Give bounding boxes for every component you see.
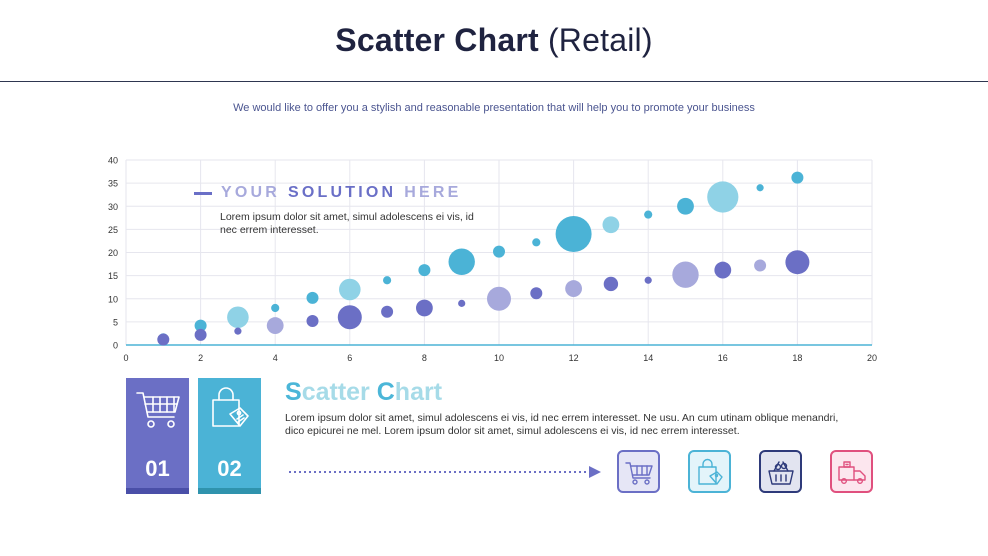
x-tick-label: 6 — [347, 353, 352, 363]
y-tick-label: 40 — [108, 156, 118, 166]
x-tick-label: 4 — [273, 353, 278, 363]
scatter-point — [791, 171, 804, 184]
x-tick-label: 20 — [867, 353, 877, 363]
y-tick-label: 15 — [108, 271, 118, 281]
shopping-basket-icon — [768, 461, 794, 485]
scatter-point — [555, 216, 592, 252]
scatter-point — [418, 264, 431, 277]
scatter-point — [458, 299, 466, 307]
title-divider — [0, 81, 988, 82]
card-footer — [126, 488, 189, 494]
shopping-bag-icon — [698, 458, 723, 485]
heading-dash — [194, 191, 212, 195]
card-01: 01 — [126, 378, 189, 494]
icon-box-bag — [688, 450, 731, 493]
scatter-point — [756, 184, 764, 192]
title-rest-2: hart — [394, 378, 443, 406]
title-initial-c: C — [376, 378, 395, 406]
scatter-point — [487, 286, 511, 311]
scatter-point — [530, 287, 543, 300]
scatter-point — [339, 278, 361, 301]
scatter-point — [672, 261, 699, 288]
x-tick-label: 18 — [792, 353, 802, 363]
x-tick-label: 10 — [494, 353, 504, 363]
x-tick-label: 0 — [123, 353, 128, 363]
scatter-point — [644, 276, 652, 284]
solution-body: Lorem ipsum dolor sit amet, simul adoles… — [220, 211, 474, 236]
scatter-point — [306, 291, 319, 304]
dotted-arrow — [289, 466, 601, 478]
scatter-point — [271, 303, 280, 313]
scatter-point — [493, 245, 505, 258]
scatter-point — [603, 276, 619, 292]
solution-word-3: HERE — [404, 184, 462, 201]
chart-points — [157, 171, 810, 346]
icon-box-basket — [759, 450, 802, 493]
chart-axes: 0 5 10 15 20 25 30 35 40 0 2 4 6 8 10 12 14 16 18 20 — [108, 156, 877, 364]
scatter-point — [266, 317, 284, 334]
x-tick-label: 8 — [422, 353, 427, 363]
card-number: 02 — [217, 456, 242, 481]
scatter-point — [644, 210, 653, 219]
scatter-point — [602, 216, 620, 234]
scatter-point — [234, 327, 242, 335]
title-bold: Scatter Chart — [335, 22, 539, 58]
shopping-cart-icon — [625, 462, 653, 485]
solution-heading: YOUR SOLUTION HERE — [194, 184, 462, 202]
y-tick-label: 10 — [108, 294, 118, 304]
x-tick-label: 14 — [643, 353, 653, 363]
scatter-point — [448, 248, 475, 275]
card-02: 02 — [198, 378, 261, 494]
scatter-point — [306, 314, 319, 327]
delivery-truck-icon — [838, 461, 866, 485]
solution-word-2: SOLUTION — [288, 184, 397, 201]
y-tick-label: 35 — [108, 179, 118, 189]
page-subtitle: We would like to offer you a stylish and… — [233, 102, 755, 114]
scatter-point — [194, 328, 207, 341]
section-title: Scatter Chart — [285, 378, 442, 407]
y-tick-label: 0 — [113, 341, 118, 351]
y-tick-label: 20 — [108, 248, 118, 258]
card-footer — [198, 488, 261, 494]
x-tick-label: 12 — [569, 353, 579, 363]
title-light: (Retail) — [547, 22, 653, 58]
shopping-bag-tag-icon — [212, 387, 249, 427]
scatter-point — [381, 305, 394, 318]
scatter-point — [754, 259, 767, 272]
card-number: 01 — [145, 456, 170, 481]
title-initial-s: S — [285, 378, 302, 406]
y-tick-label: 30 — [108, 202, 118, 212]
title-rest-1: catter — [301, 378, 377, 406]
scatter-point — [677, 197, 694, 215]
scatter-point — [416, 299, 433, 317]
x-tick-label: 2 — [198, 353, 203, 363]
scatter-point — [785, 250, 810, 275]
scatter-point — [383, 276, 392, 285]
scatter-point — [227, 306, 249, 329]
scatter-point — [194, 319, 207, 332]
scatter-point — [565, 280, 582, 297]
scatter-point — [707, 181, 739, 213]
solution-word-1: YOUR — [221, 184, 281, 201]
scatter-point — [714, 261, 732, 279]
y-tick-label: 5 — [113, 317, 118, 327]
scatter-point — [157, 333, 170, 346]
scatter-point — [532, 238, 541, 247]
scatter-chart: 0 5 10 15 20 25 30 35 40 0 2 4 6 8 10 12 14 16 18 20 — [108, 156, 877, 364]
shopping-cart-icon — [136, 392, 180, 428]
section-body: Lorem ipsum dolor sit amet, simul adoles… — [285, 412, 839, 437]
x-tick-label: 16 — [718, 353, 728, 363]
icon-box-cart — [617, 450, 660, 493]
page-title: Scatter Chart (Retail) — [0, 22, 988, 59]
y-tick-label: 25 — [108, 225, 118, 235]
scatter-point — [337, 305, 362, 330]
icon-box-truck — [830, 450, 873, 493]
